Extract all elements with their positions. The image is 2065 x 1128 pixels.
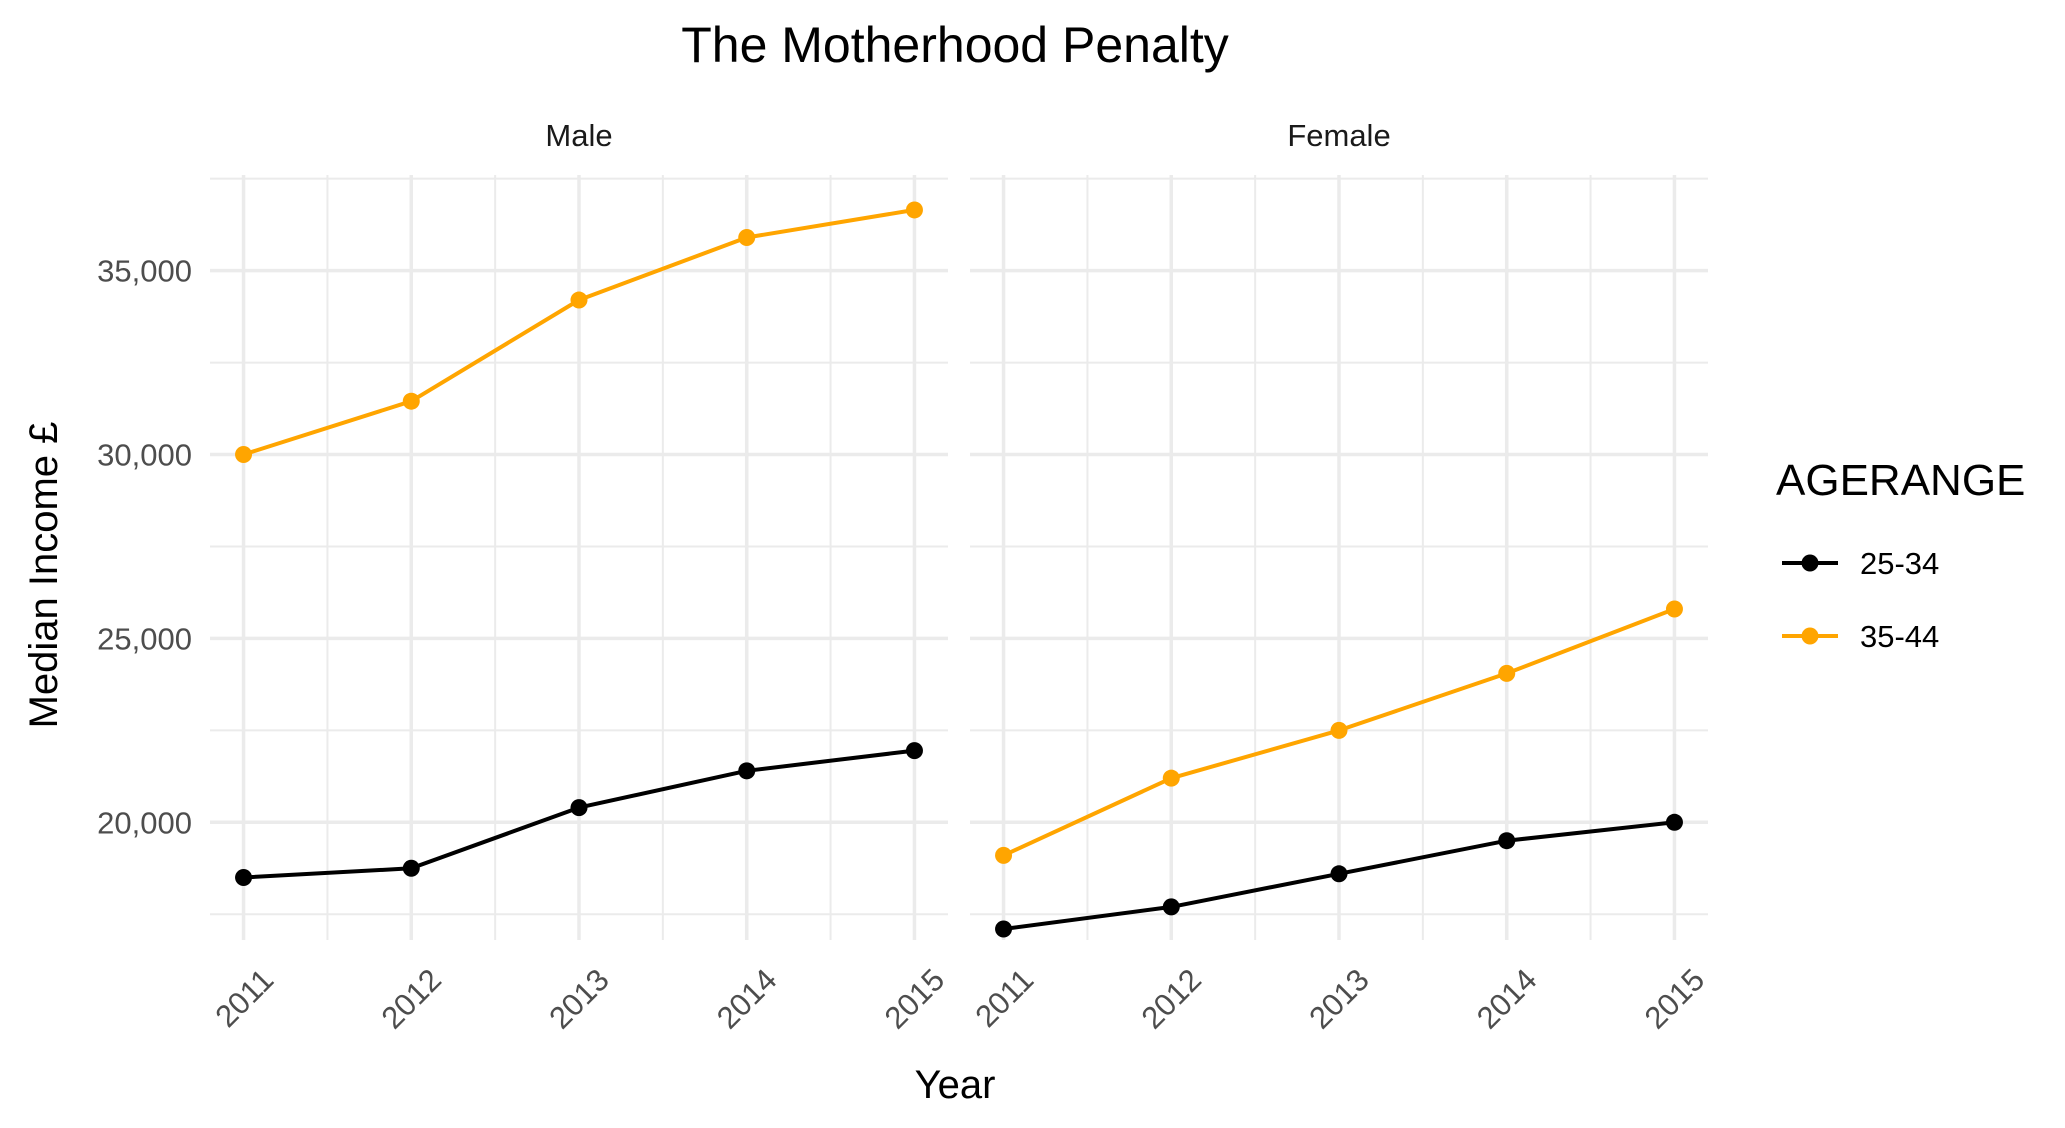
y-tick-label: 20,000 (97, 805, 192, 840)
y-axis-title: Median Income £ (22, 422, 66, 729)
panel-female: Female 2011 2012 2013 2014 2015 (968, 118, 1711, 1036)
x-tick-label: 2013 (1302, 962, 1376, 1036)
x-tick-label: 2011 (208, 962, 280, 1034)
legend-entry-35-44: 35-44 (1782, 619, 1939, 654)
data-point (402, 859, 420, 877)
data-point (570, 291, 588, 309)
x-tick-label: 2012 (375, 962, 449, 1036)
series-35-44 (235, 201, 923, 464)
data-point (1498, 832, 1516, 850)
legend-entry-25-34: 25-34 (1782, 546, 1939, 581)
y-tick-label: 35,000 (97, 254, 192, 289)
chart-title: The Motherhood Penalty (681, 17, 1229, 73)
data-point (1498, 664, 1516, 682)
legend: AGERANGE 25-34 35-44 (1776, 456, 2025, 654)
facet-label: Male (545, 118, 612, 153)
gridlines (970, 175, 1708, 940)
data-point (570, 799, 588, 817)
data-point (1162, 898, 1180, 916)
legend-key-point (1801, 554, 1819, 572)
data-point (738, 762, 756, 780)
data-point (738, 229, 756, 247)
panel-male: Male 20,000 25,000 30,000 35,000 2011 2012 2013… (97, 118, 951, 1036)
x-tick-label: 2014 (710, 962, 784, 1036)
x-tick-label: 2011 (968, 962, 1040, 1034)
y-tick-label: 30,000 (97, 438, 192, 473)
x-tick-label: 2013 (542, 962, 616, 1036)
legend-label: 25-34 (1860, 546, 1939, 581)
legend-label: 35-44 (1860, 619, 1939, 654)
data-point (235, 446, 253, 464)
data-point (1330, 865, 1348, 883)
series-35-44 (995, 600, 1683, 864)
x-tick-label: 2015 (1638, 962, 1712, 1036)
x-tick-label: 2014 (1470, 962, 1544, 1036)
data-point (1162, 769, 1180, 787)
data-point (995, 920, 1013, 938)
legend-key-point (1801, 627, 1819, 645)
gridlines (210, 175, 948, 940)
legend-entries: 25-34 35-44 (1782, 546, 1939, 654)
y-tick-label: 25,000 (97, 621, 192, 656)
series-25-34 (235, 742, 923, 886)
data-point (235, 868, 253, 886)
panels: Male 20,000 25,000 30,000 35,000 2011 2012 2013… (97, 118, 1711, 1036)
x-tick-label: 2015 (878, 962, 952, 1036)
data-point (905, 201, 923, 219)
data-point (402, 392, 420, 410)
series-25-34 (995, 813, 1683, 938)
data-point (1330, 721, 1348, 739)
data-point (905, 742, 923, 760)
legend-title: AGERANGE (1776, 456, 2025, 505)
x-tick-label: 2012 (1135, 962, 1209, 1036)
data-point (1665, 600, 1683, 618)
x-axis-title: Year (915, 1063, 996, 1107)
facet-label: Female (1287, 118, 1390, 153)
data-point (995, 846, 1013, 864)
data-point (1665, 813, 1683, 831)
